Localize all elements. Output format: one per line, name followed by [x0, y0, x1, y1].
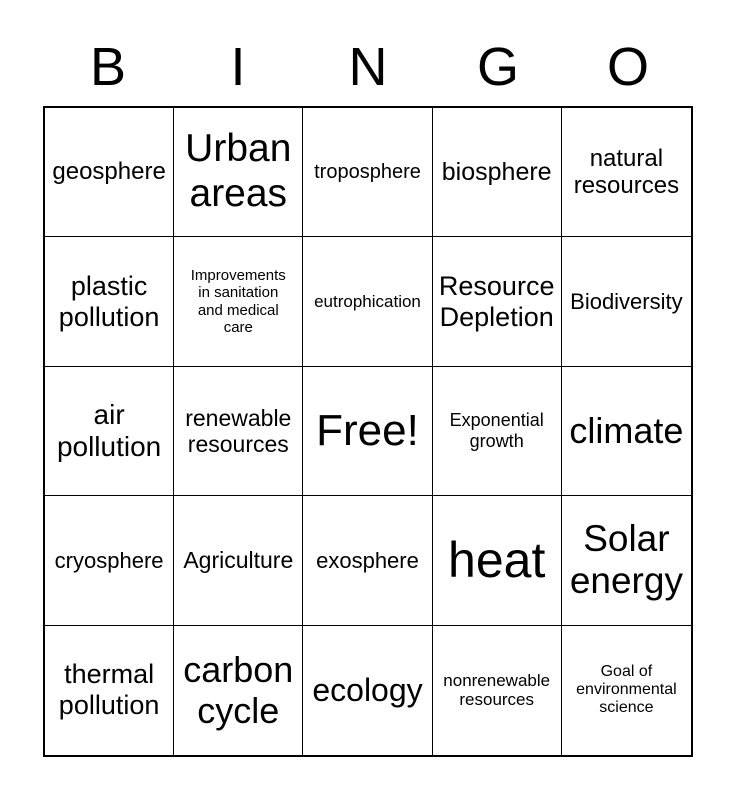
- bingo-cell[interactable]: climate: [561, 366, 691, 497]
- bingo-header-letter: G: [476, 37, 519, 97]
- bingo-cell[interactable]: ecology: [303, 625, 433, 755]
- bingo-cell[interactable]: thermal pollution: [45, 625, 175, 755]
- bingo-cell[interactable]: nonrenewable resources: [432, 625, 562, 755]
- bingo-cell-label: heat: [448, 531, 546, 588]
- bingo-cell[interactable]: biosphere: [432, 108, 562, 238]
- bingo-cell-label: Improvements in sanitation and medical c…: [190, 267, 286, 336]
- bingo-cell-label: cryosphere: [54, 547, 164, 573]
- bingo-cell[interactable]: Exponential growth: [432, 366, 562, 497]
- bingo-cell-label: plastic pollution: [58, 270, 160, 332]
- bingo-cell-label: Exponential growth: [449, 410, 544, 451]
- bingo-cell-label: nonrenewable resources: [443, 670, 551, 710]
- bingo-cell[interactable]: natural resources: [561, 108, 691, 238]
- bingo-cell[interactable]: Improvements in sanitation and medical c…: [174, 237, 304, 367]
- bingo-header-letter: B: [89, 37, 127, 97]
- bingo-cell-label: air pollution: [56, 398, 162, 462]
- bingo-header: B I N G O: [43, 0, 693, 94]
- bingo-cell[interactable]: troposphere: [303, 108, 433, 238]
- bingo-cell[interactable]: Goal of environmental science: [561, 625, 691, 755]
- bingo-cell-label: Urban areas: [185, 127, 292, 216]
- bingo-cell-label: Free!: [316, 405, 419, 455]
- bingo-cell-free-space[interactable]: Free!: [303, 366, 433, 497]
- bingo-cell-label: climate: [569, 410, 684, 452]
- bingo-cell[interactable]: Resource Depletion: [432, 237, 562, 367]
- bingo-cell[interactable]: heat: [432, 496, 562, 626]
- bingo-cell[interactable]: Solar energy: [561, 496, 691, 626]
- bingo-cell[interactable]: air pollution: [45, 366, 175, 497]
- bingo-cell-label: biosphere: [441, 157, 552, 186]
- bingo-cell[interactable]: Agriculture: [174, 496, 304, 626]
- bingo-cell[interactable]: plastic pollution: [45, 237, 175, 367]
- bingo-cell-label: Goal of environmental science: [576, 662, 677, 717]
- bingo-cell[interactable]: renewable resources: [174, 366, 304, 497]
- bingo-cell[interactable]: Urban areas: [174, 108, 304, 238]
- bingo-cell-label: natural resources: [573, 144, 680, 200]
- bingo-cell-label: exosphere: [316, 547, 419, 573]
- bingo-cell-label: Agriculture: [183, 547, 294, 574]
- bingo-cell[interactable]: geosphere: [45, 108, 175, 238]
- bingo-header-letter: N: [348, 37, 388, 97]
- bingo-cell-label: Biodiversity: [570, 288, 683, 314]
- bingo-cell-label: carbon cycle: [183, 648, 294, 732]
- bingo-cell[interactable]: cryosphere: [45, 496, 175, 626]
- bingo-cell[interactable]: carbon cycle: [174, 625, 304, 755]
- bingo-header-letter: I: [230, 37, 246, 97]
- bingo-cell-label: eutrophication: [314, 291, 421, 311]
- bingo-cell-label: Resource Depletion: [438, 270, 555, 332]
- bingo-card-grid: geosphere Urban areas troposphere biosph…: [43, 106, 693, 757]
- bingo-cell-label: Solar energy: [569, 517, 683, 602]
- bingo-cell[interactable]: exosphere: [303, 496, 433, 626]
- bingo-cell[interactable]: Biodiversity: [561, 237, 691, 367]
- bingo-cell[interactable]: eutrophication: [303, 237, 433, 367]
- bingo-cell-label: geosphere: [52, 158, 166, 186]
- bingo-cell-label: thermal pollution: [58, 659, 160, 721]
- bingo-cell-label: renewable resources: [185, 404, 292, 457]
- bingo-cell-label: troposphere: [314, 160, 421, 183]
- bingo-cell-label: ecology: [312, 671, 423, 708]
- bingo-header-letter: O: [606, 37, 649, 97]
